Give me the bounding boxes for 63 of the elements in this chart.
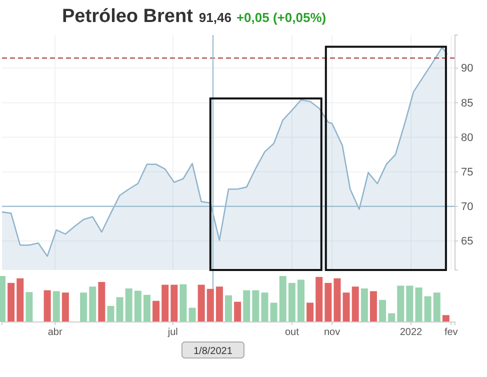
bar: [180, 284, 187, 322]
x-tick-label: nov: [324, 327, 340, 338]
bar: [261, 292, 268, 322]
bar: [134, 290, 142, 322]
bar: [388, 313, 396, 322]
bar: [442, 315, 450, 322]
x-tick-label: out: [284, 327, 300, 338]
y-tick-label: 80: [461, 132, 474, 144]
bar: [342, 292, 350, 322]
y-tick-label: 65: [461, 235, 474, 248]
bar: [52, 291, 60, 322]
bar: [143, 294, 150, 322]
x-tick-label: 2022: [400, 327, 423, 338]
bar: [379, 300, 386, 322]
bar: [44, 290, 51, 322]
bar: [406, 286, 414, 322]
bar: [16, 278, 24, 322]
chart-subtitle: 91,46: [198, 10, 232, 25]
bar: [352, 286, 359, 322]
bar: [370, 291, 377, 322]
bar: [288, 282, 296, 322]
bar: [279, 276, 286, 322]
bar: [62, 292, 69, 322]
y-tick-label: 70: [461, 200, 474, 213]
bar: [234, 302, 242, 322]
bar: [80, 292, 88, 322]
bar: [216, 286, 223, 322]
bar: [306, 302, 314, 322]
bar: [252, 290, 260, 322]
bar: [98, 282, 106, 322]
x-tick-label: fev: [444, 327, 458, 338]
bar: [424, 296, 432, 322]
y-tick-label: 85: [461, 97, 474, 110]
bar: [89, 286, 96, 322]
bar: [125, 288, 132, 322]
ref-line-label: 1/8/2021: [194, 346, 233, 357]
bar: [397, 286, 404, 322]
bar: [116, 297, 124, 322]
bar: [360, 288, 368, 322]
bar: [170, 284, 178, 322]
bar: [26, 292, 33, 322]
bar: [225, 295, 232, 322]
y-tick-label: 90: [461, 62, 474, 75]
bar: [188, 308, 196, 322]
bar: [334, 278, 341, 322]
bar: [162, 284, 169, 322]
chart-title: Petróleo Brent: [62, 6, 194, 27]
bar: [316, 276, 323, 322]
text: +0,05 (+0,05%): [236, 10, 326, 25]
bar: [206, 288, 214, 322]
x-tick-label: jul: [166, 327, 178, 338]
x-tick-label: abr: [48, 327, 63, 338]
bar: [433, 292, 440, 322]
bar: [107, 306, 114, 322]
bar: [297, 280, 304, 322]
bar: [324, 282, 332, 322]
bar: [198, 284, 205, 322]
bar: [415, 288, 422, 322]
bar: [270, 302, 278, 322]
bar: [8, 282, 15, 322]
y-tick-label: 75: [461, 166, 474, 178]
bar: [243, 290, 250, 322]
bar: [152, 300, 160, 322]
